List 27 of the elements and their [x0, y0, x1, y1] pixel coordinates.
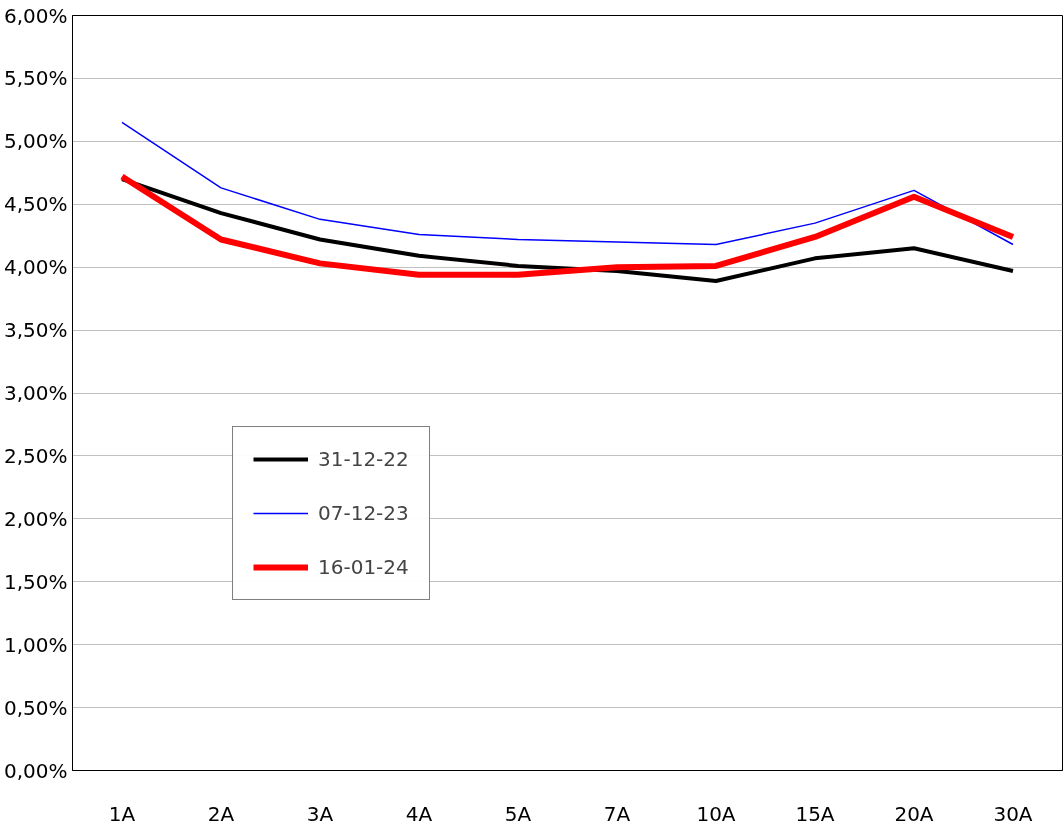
y-tick-label: 2,00% — [3, 506, 68, 531]
legend-label: 31-12-22 — [318, 447, 409, 471]
y-tick-label: 6,00% — [3, 3, 68, 28]
y-tick-label: 0,50% — [3, 695, 68, 720]
x-tick-label: 15A — [795, 801, 835, 826]
x-tick-label: 2A — [207, 801, 235, 826]
y-tick-label: 5,00% — [3, 129, 68, 154]
y-tick-label: 2,50% — [3, 443, 68, 468]
y-tick-label: 3,50% — [3, 318, 68, 343]
y-tick-label: 3,00% — [3, 381, 68, 405]
x-tick-label: 5A — [504, 801, 532, 826]
y-tick-label: 5,50% — [3, 66, 68, 91]
x-tick-label: 30A — [993, 801, 1033, 826]
x-tick-label: 3A — [306, 801, 334, 826]
y-tick-label: 4,50% — [3, 192, 68, 217]
x-tick-label: 10A — [696, 801, 736, 826]
x-tick-label: 4A — [405, 801, 433, 826]
x-tick-label: 7A — [603, 801, 631, 826]
y-tick-label: 1,00% — [3, 632, 68, 657]
x-tick-label: 20A — [894, 801, 934, 826]
legend-label: 07-12-23 — [318, 501, 409, 525]
x-tick-label: 1A — [108, 801, 136, 826]
y-tick-label: 4,00% — [3, 255, 68, 280]
legend-label: 16-01-24 — [318, 555, 409, 579]
y-tick-label: 1,50% — [3, 569, 68, 594]
y-tick-label: 0,00% — [3, 758, 68, 783]
line-series — [121, 121, 1014, 246]
